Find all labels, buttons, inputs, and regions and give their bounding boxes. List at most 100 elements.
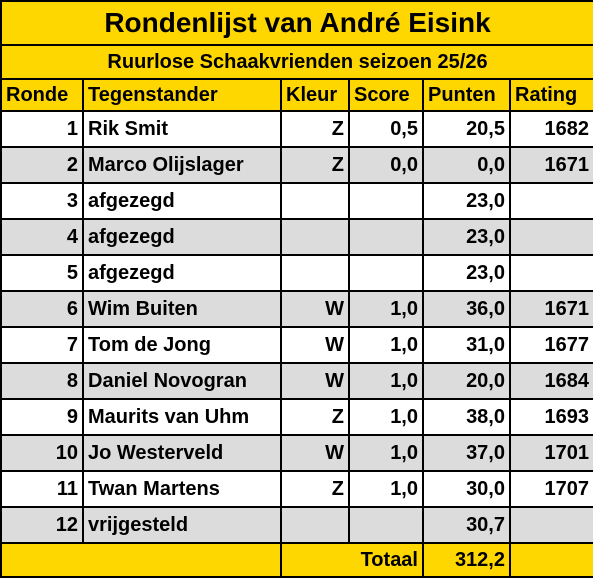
page-subtitle: Ruurlose Schaakvrienden seizoen 25/26 — [0, 44, 593, 80]
total-value: 312,2 — [422, 542, 511, 578]
cell-rating: 1684 — [509, 362, 593, 400]
cell-score: 0,0 — [348, 146, 424, 184]
table-row: 8 Daniel Novogran W 1,0 20,0 1684 — [0, 362, 593, 400]
cell-kleur: Z — [280, 146, 350, 184]
cell-ronde: 3 — [0, 182, 84, 220]
table-row: 6 Wim Buiten W 1,0 36,0 1671 — [0, 290, 593, 328]
table-row: 4 afgezegd 23,0 — [0, 218, 593, 256]
table-row: 9 Maurits van Uhm Z 1,0 38,0 1693 — [0, 398, 593, 436]
cell-rating: 1677 — [509, 326, 593, 364]
cell-tegenstander: Jo Westerveld — [82, 434, 282, 472]
table-row: 2 Marco Olijslager Z 0,0 0,0 1671 — [0, 146, 593, 184]
cell-tegenstander: Rik Smit — [82, 110, 282, 148]
cell-punten: 30,7 — [422, 506, 511, 544]
cell-punten: 36,0 — [422, 290, 511, 328]
cell-kleur — [280, 506, 350, 544]
cell-tegenstander: afgezegd — [82, 182, 282, 220]
cell-rating: 1701 — [509, 434, 593, 472]
cell-tegenstander: Tom de Jong — [82, 326, 282, 364]
cell-ronde: 12 — [0, 506, 84, 544]
cell-ronde: 5 — [0, 254, 84, 292]
header-punten: Punten — [422, 78, 511, 112]
cell-punten: 37,0 — [422, 434, 511, 472]
total-spacer — [0, 542, 282, 578]
cell-punten: 23,0 — [422, 254, 511, 292]
cell-kleur: W — [280, 362, 350, 400]
cell-ronde: 1 — [0, 110, 84, 148]
cell-rating: 1707 — [509, 470, 593, 508]
rows-body: 1 Rik Smit Z 0,5 20,5 1682 2 Marco Olijslager Z 0… — [0, 110, 593, 544]
cell-score: 1,0 — [348, 326, 424, 364]
cell-ronde: 11 — [0, 470, 84, 508]
cell-tegenstander: afgezegd — [82, 254, 282, 292]
cell-kleur: W — [280, 290, 350, 328]
table-row: 7 Tom de Jong W 1,0 31,0 1677 — [0, 326, 593, 364]
cell-kleur — [280, 218, 350, 256]
cell-tegenstander: Daniel Novogran — [82, 362, 282, 400]
cell-kleur: Z — [280, 470, 350, 508]
cell-rating — [509, 254, 593, 292]
total-row: Totaal 312,2 — [0, 542, 593, 578]
cell-score: 1,0 — [348, 362, 424, 400]
header-rating: Rating — [509, 78, 593, 112]
cell-ronde: 2 — [0, 146, 84, 184]
cell-kleur: Z — [280, 398, 350, 436]
cell-rating — [509, 182, 593, 220]
cell-score: 1,0 — [348, 398, 424, 436]
cell-rating: 1682 — [509, 110, 593, 148]
cell-tegenstander: vrijgesteld — [82, 506, 282, 544]
cell-kleur — [280, 182, 350, 220]
cell-rating: 1671 — [509, 146, 593, 184]
table-row: 5 afgezegd 23,0 — [0, 254, 593, 292]
total-label-cell: Totaal — [280, 542, 424, 578]
cell-ronde: 6 — [0, 290, 84, 328]
cell-rating: 1671 — [509, 290, 593, 328]
subtitle-row: Ruurlose Schaakvrienden seizoen 25/26 — [0, 44, 593, 80]
header-kleur: Kleur — [280, 78, 350, 112]
cell-kleur — [280, 254, 350, 292]
cell-tegenstander: Twan Martens — [82, 470, 282, 508]
cell-punten: 23,0 — [422, 218, 511, 256]
cell-ronde: 4 — [0, 218, 84, 256]
cell-tegenstander: afgezegd — [82, 218, 282, 256]
cell-score — [348, 506, 424, 544]
cell-score — [348, 182, 424, 220]
table-row: 11 Twan Martens Z 1,0 30,0 1707 — [0, 470, 593, 508]
cell-ronde: 8 — [0, 362, 84, 400]
cell-ronde: 7 — [0, 326, 84, 364]
cell-tegenstander: Wim Buiten — [82, 290, 282, 328]
header-tegenstander: Tegenstander — [82, 78, 282, 112]
cell-punten: 20,0 — [422, 362, 511, 400]
table-row: 12 vrijgesteld 30,7 — [0, 506, 593, 544]
cell-score: 1,0 — [348, 470, 424, 508]
cell-rating — [509, 218, 593, 256]
cell-punten: 38,0 — [422, 398, 511, 436]
cell-tegenstander: Maurits van Uhm — [82, 398, 282, 436]
header-row: Ronde Tegenstander Kleur Score Punten Ra… — [0, 78, 593, 112]
cell-punten: 31,0 — [422, 326, 511, 364]
total-spacer-end — [509, 542, 593, 578]
cell-kleur: W — [280, 434, 350, 472]
cell-score — [348, 254, 424, 292]
cell-rating: 1693 — [509, 398, 593, 436]
table-row: 1 Rik Smit Z 0,5 20,5 1682 — [0, 110, 593, 148]
cell-ronde: 10 — [0, 434, 84, 472]
page-title: Rondenlijst van André Eisink — [0, 0, 593, 46]
cell-score: 0,5 — [348, 110, 424, 148]
cell-score: 1,0 — [348, 290, 424, 328]
cell-punten: 30,0 — [422, 470, 511, 508]
cell-kleur: W — [280, 326, 350, 364]
cell-punten: 23,0 — [422, 182, 511, 220]
cell-tegenstander: Marco Olijslager — [82, 146, 282, 184]
cell-punten: 20,5 — [422, 110, 511, 148]
cell-score — [348, 218, 424, 256]
cell-punten: 0,0 — [422, 146, 511, 184]
cell-ronde: 9 — [0, 398, 84, 436]
title-row: Rondenlijst van André Eisink — [0, 0, 593, 46]
header-score: Score — [348, 78, 424, 112]
header-ronde: Ronde — [0, 78, 84, 112]
table-row: 3 afgezegd 23,0 — [0, 182, 593, 220]
cell-score: 1,0 — [348, 434, 424, 472]
cell-rating — [509, 506, 593, 544]
